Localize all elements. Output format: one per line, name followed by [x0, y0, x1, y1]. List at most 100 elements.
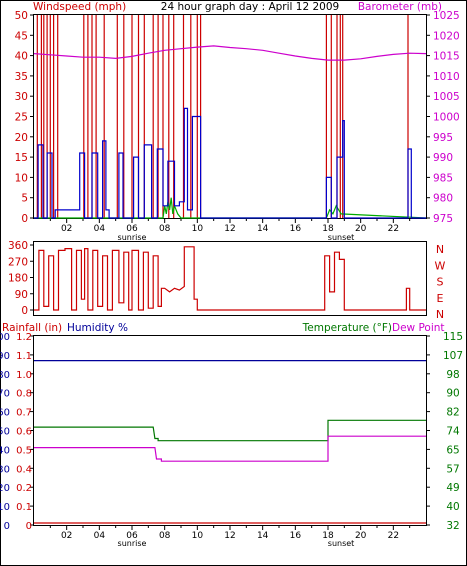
x-tick-label: 02	[61, 224, 72, 234]
barometer-tick-label: 1000	[433, 112, 460, 124]
x-tick-label: 12	[224, 224, 235, 234]
barometer-axis-label: Barometer (mb)	[358, 1, 442, 13]
direction-tick-label: 270	[8, 256, 28, 268]
wind-tick-label: 40	[15, 51, 28, 63]
rain-tick-label: 1.0	[16, 370, 32, 381]
wind-tick-label: 20	[15, 132, 28, 144]
chart-title: 24 hour graph day : April 12 2009	[161, 1, 339, 13]
x-tick-label: 18	[322, 531, 334, 541]
dew-point-line	[34, 435, 426, 462]
wind-tick-label: 30	[15, 91, 28, 103]
x-tick-label: 10	[192, 531, 204, 541]
x-tick-label: 20	[355, 224, 367, 234]
humidity-tick-label: 30	[0, 464, 10, 475]
temperature-tick-label: 98	[446, 369, 459, 381]
barometer-tick-label: 990	[433, 152, 453, 164]
x-tick-label: 14	[257, 531, 269, 541]
x-tick-label: 06	[126, 224, 138, 234]
wind-axis-label: Windspeed (mph)	[33, 1, 126, 13]
rainfall-axis-label: Rainfall (in)	[2, 322, 62, 334]
humidity-tick-label: 10	[0, 502, 10, 513]
wind-tick-label: 10	[15, 172, 28, 184]
temperature-line	[34, 419, 426, 442]
barometer-tick-label: 1010	[433, 71, 460, 83]
x-tick-label: 12	[224, 531, 235, 541]
barometer-tick-label: 980	[433, 193, 453, 205]
x-tick-label: 20	[355, 531, 367, 541]
direction-tick-label: 360	[8, 240, 28, 252]
rain-tick-label: 1.2	[16, 332, 32, 343]
x-tick-label: 22	[388, 531, 399, 541]
barometer-tick-label: 985	[433, 172, 453, 184]
rain-tick-label: 1.1	[16, 351, 32, 362]
wind-tick-label: 5	[21, 193, 28, 205]
direction-left-ticks: 0 90 180 270 360	[8, 240, 34, 317]
humidity-axis-label: Humidity %	[67, 322, 128, 334]
barometer-line	[33, 45, 427, 61]
temperature-tick-label: 82	[446, 407, 459, 419]
temperature-tick-label: 40	[446, 501, 459, 513]
temperature-tick-label: 74	[446, 426, 460, 438]
temperature-humidity-panel: 0 0 10 0.1 20 0.2 30 0.4 40 0.5 50 0.6 60 0.7 70 0.8 80 1…	[0, 331, 463, 532]
direction-plot-frame	[33, 241, 427, 316]
x-tick-label: 08	[159, 531, 171, 541]
rain-tick-label: 0.8	[16, 389, 32, 400]
rain-tick-label: 0.1	[16, 502, 32, 513]
temperature-right-ticks: 32 40 49 57 65 74 82 90 98 107 115	[426, 331, 463, 532]
wind-speed-line	[34, 107, 426, 219]
humidity-tick-label: 20	[0, 483, 10, 494]
x-tick-label: 10	[192, 224, 204, 234]
compass-label: N	[436, 308, 444, 321]
wind-tick-label: 45	[15, 30, 28, 42]
wind-tick-label: 25	[15, 112, 28, 124]
rain-tick-label: 0.2	[16, 483, 32, 494]
temperature-axis-label: Temperature (°F)	[302, 322, 392, 334]
humidity-tick-label: 50	[0, 427, 10, 438]
humidity-tick-label: 70	[0, 389, 10, 400]
compass-label: N	[436, 243, 444, 256]
wind-tick-label: 50	[15, 10, 28, 22]
sunset-label-bottom: sunset	[328, 539, 355, 548]
sunrise-label-bottom: sunrise	[118, 539, 147, 548]
rain-tick-label: 0.6	[16, 427, 32, 438]
x-tick-label: 16	[290, 224, 302, 234]
barometer-tick-label: 1005	[433, 91, 460, 103]
wind-left-ticks: 0 5 10 15 20 25 30 35 40 45 50	[15, 10, 34, 225]
barometer-tick-label: 1015	[433, 51, 460, 63]
rain-tick-label: 0	[26, 521, 32, 532]
temp-series	[34, 360, 426, 524]
x-tick-label: 22	[388, 224, 399, 234]
compass-label: S	[437, 276, 444, 289]
temperature-tick-label: 115	[443, 331, 463, 343]
x-axis-bottom: 02 04 06 08 10 12 14 16 18 20 22	[49, 526, 411, 541]
x-tick-label: 04	[94, 531, 106, 541]
temperature-tick-label: 32	[446, 520, 459, 532]
wind-direction-line	[34, 246, 426, 311]
rain-tick-label: 0.7	[16, 408, 32, 419]
temperature-tick-label: 90	[446, 388, 459, 400]
sunrise-label: sunrise	[118, 233, 147, 242]
humidity-rain-left-ticks: 0 0 10 0.1 20 0.2 30 0.4 40 0.5 50 0.6 60 0.7 70 0.8 80 1…	[0, 332, 34, 532]
direction-series	[34, 246, 426, 311]
barometer-tick-label: 995	[433, 132, 453, 144]
humidity-tick-label: 60	[0, 408, 10, 419]
humidity-tick-label: 90	[0, 351, 10, 362]
x-tick-label: 04	[94, 224, 106, 234]
humidity-tick-label: 100	[0, 332, 10, 343]
temperature-tick-label: 49	[446, 482, 459, 494]
barometer-right-ticks: 975 980 985 990 995 1000 1005 1010 1015 1020 1025	[426, 10, 460, 225]
dew-point-axis-label: Dew Point	[392, 322, 445, 334]
wind-tick-label: 0	[21, 213, 28, 225]
x-tick-label: 08	[159, 224, 171, 234]
x-tick-label: 18	[322, 224, 334, 234]
direction-tick-label: 180	[8, 273, 28, 285]
barometer-tick-label: 975	[433, 213, 453, 225]
wind-series	[33, 45, 427, 219]
barometer-tick-label: 1025	[433, 10, 460, 22]
rain-tick-label: 0.5	[16, 445, 32, 456]
x-tick-label: 16	[290, 531, 302, 541]
